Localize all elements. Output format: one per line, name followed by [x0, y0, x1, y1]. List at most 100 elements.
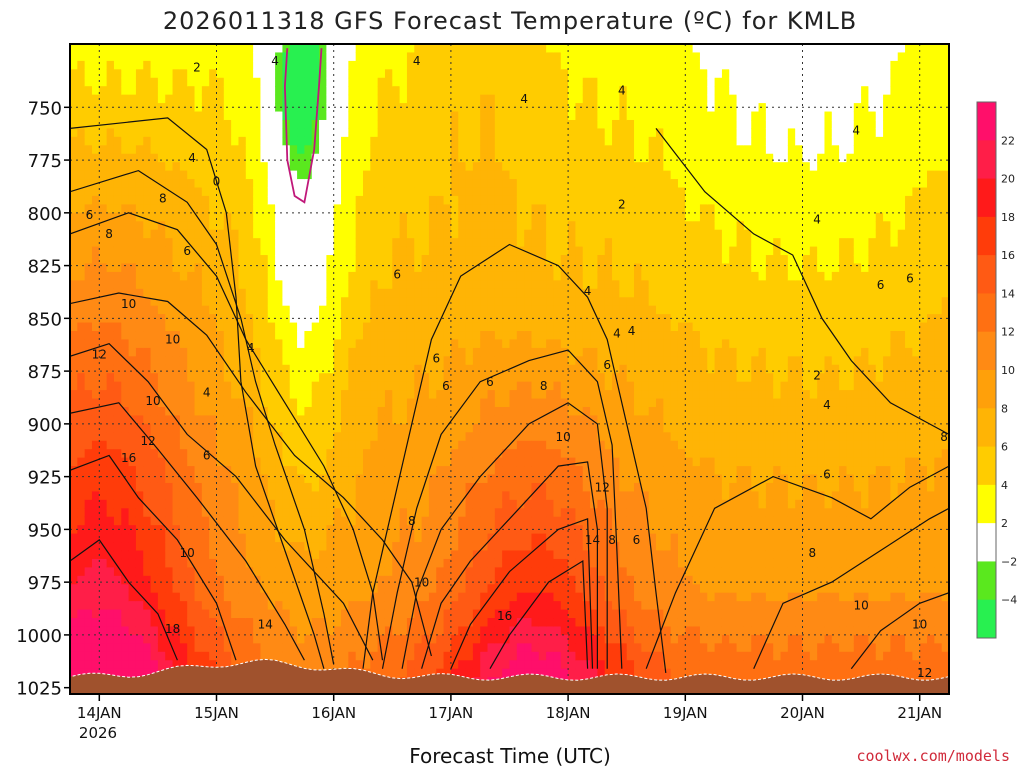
temperature-cell	[472, 187, 481, 197]
temperature-cell	[538, 145, 547, 155]
temperature-cell	[209, 381, 218, 391]
temperature-cell	[77, 592, 86, 602]
temperature-cell	[348, 331, 357, 341]
temperature-cell	[384, 550, 393, 560]
temperature-cell	[245, 525, 254, 535]
temperature-cell	[157, 491, 166, 501]
temperature-cell	[414, 567, 423, 577]
temperature-cell	[450, 86, 459, 96]
temperature-cell	[450, 626, 459, 636]
temperature-cell	[399, 305, 408, 315]
temperature-cell	[326, 390, 335, 400]
temperature-cell	[363, 128, 371, 138]
temperature-cell	[267, 449, 276, 459]
temperature-cell	[297, 499, 305, 509]
temperature-cell	[516, 204, 525, 214]
temperature-cell	[465, 508, 474, 518]
temperature-cell	[399, 322, 408, 332]
temperature-cell	[209, 373, 218, 383]
temperature-cell	[304, 94, 313, 104]
temperature-cell	[414, 204, 423, 214]
temperature-cell	[275, 482, 284, 492]
temperature-cell	[377, 643, 386, 653]
temperature-cell	[421, 153, 430, 163]
temperature-cell	[414, 643, 423, 653]
temperature-cell	[223, 415, 232, 425]
temperature-cell	[201, 432, 210, 442]
temperature-cell	[216, 153, 225, 163]
temperature-cell	[406, 432, 415, 442]
temperature-cell	[392, 651, 401, 661]
temperature-cell	[275, 119, 284, 130]
temperature-cell	[443, 162, 452, 172]
temperature-cell	[414, 558, 423, 568]
temperature-cell	[267, 187, 276, 197]
temperature-cell	[516, 626, 525, 636]
temperature-cell	[157, 584, 166, 594]
temperature-cell	[99, 297, 108, 307]
temperature-cell	[443, 136, 452, 146]
temperature-cell	[216, 373, 225, 383]
temperature-cell	[238, 516, 247, 526]
temperature-cell	[231, 69, 240, 79]
temperature-cell	[223, 643, 232, 653]
temperature-cell	[282, 271, 291, 281]
temperature-cell	[311, 255, 320, 265]
temperature-cell	[121, 516, 130, 526]
temperature-cell	[172, 558, 181, 568]
temperature-cell	[531, 432, 540, 442]
temperature-cell	[502, 558, 511, 568]
temperature-cell	[179, 415, 188, 425]
temperature-cell	[267, 440, 276, 450]
temperature-cell	[231, 508, 240, 518]
temperature-cell	[99, 94, 108, 104]
temperature-cell	[538, 52, 547, 62]
temperature-cell	[253, 195, 262, 205]
temperature-cell	[363, 103, 371, 113]
temperature-cell	[304, 170, 313, 180]
temperature-cell	[538, 558, 547, 568]
temperature-cell	[194, 584, 203, 594]
temperature-cell	[165, 533, 174, 543]
temperature-cell	[465, 221, 474, 231]
temperature-cell	[91, 651, 100, 661]
temperature-cell	[370, 626, 379, 636]
temperature-cell	[231, 474, 240, 484]
temperature-cell	[443, 297, 452, 307]
temperature-cell	[414, 381, 423, 391]
temperature-cell	[502, 339, 511, 349]
temperature-cell	[84, 558, 93, 568]
temperature-cell	[494, 474, 503, 484]
temperature-cell	[121, 482, 130, 492]
temperature-cell	[472, 288, 481, 298]
temperature-cell	[194, 69, 203, 79]
temperature-cell	[494, 432, 503, 442]
temperature-cell	[443, 170, 452, 180]
temperature-cell	[70, 69, 78, 79]
temperature-cell	[311, 162, 320, 172]
temperature-cell	[216, 271, 225, 281]
temperature-cell	[333, 584, 342, 594]
temperature-cell	[135, 305, 144, 315]
temperature-cell	[172, 423, 181, 433]
temperature-cell	[377, 204, 386, 214]
temperature-cell	[245, 415, 254, 425]
temperature-cell	[209, 128, 218, 138]
temperature-cell	[267, 415, 276, 425]
temperature-cell	[106, 381, 115, 391]
temperature-cell	[516, 542, 525, 552]
temperature-cell	[245, 651, 254, 661]
temperature-cell	[392, 69, 401, 79]
temperature-cell	[516, 364, 525, 374]
temperature-cell	[231, 263, 240, 273]
temperature-cell	[216, 592, 225, 602]
temperature-cell	[91, 204, 100, 214]
temperature-cell	[465, 499, 474, 509]
temperature-cell	[348, 77, 357, 87]
temperature-cell	[472, 466, 481, 476]
temperature-cell	[458, 111, 467, 121]
temperature-cell	[238, 314, 247, 324]
temperature-cell	[516, 305, 525, 315]
temperature-cell	[384, 111, 393, 121]
temperature-cell	[135, 508, 144, 518]
